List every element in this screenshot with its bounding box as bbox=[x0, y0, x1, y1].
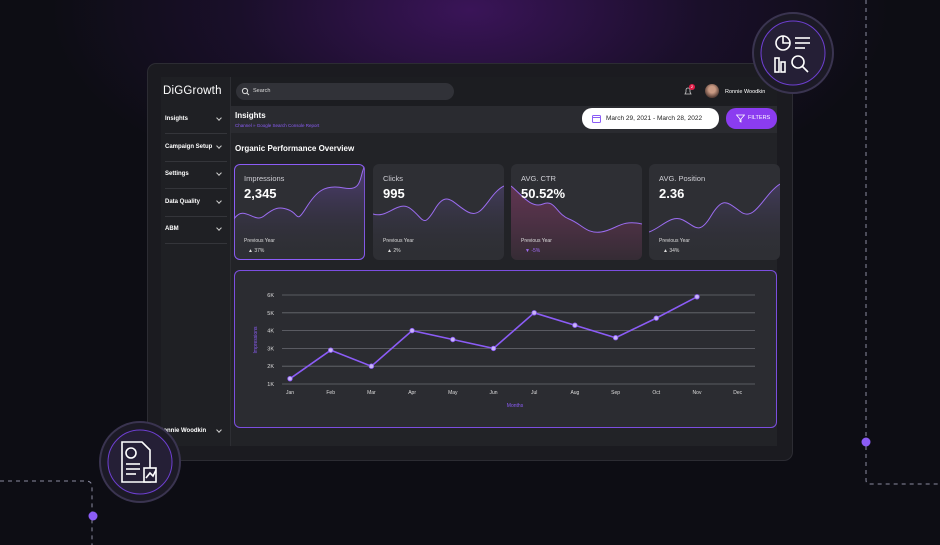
card-label: Clicks bbox=[383, 174, 403, 183]
card-compare: Previous Year bbox=[383, 238, 414, 244]
x-tick-label: Jul bbox=[531, 390, 537, 396]
card-compare: Previous Year bbox=[521, 238, 552, 244]
calendar-icon bbox=[592, 115, 601, 123]
x-tick-label: May bbox=[448, 390, 458, 396]
data-point bbox=[368, 363, 375, 369]
y-tick-label: 2K bbox=[267, 364, 274, 370]
y-tick-label: 6K bbox=[267, 293, 274, 299]
analytics-badge bbox=[752, 12, 834, 94]
sparkline bbox=[649, 183, 780, 260]
avatar[interactable] bbox=[705, 84, 719, 98]
data-point bbox=[490, 345, 497, 352]
data-point bbox=[287, 375, 293, 382]
date-range: March 29, 2021 - March 28, 2022 bbox=[606, 115, 703, 122]
footer-user[interactable]: Ronnie Woodkin bbox=[159, 418, 227, 445]
card-change: ▲ 34% bbox=[663, 248, 680, 254]
data-point bbox=[327, 347, 334, 353]
filters-button[interactable]: FILTERS bbox=[726, 108, 777, 129]
metric-card[interactable]: Clicks 995 Previous Year ▲ 2% bbox=[373, 164, 504, 260]
card-value: 2.36 bbox=[659, 186, 685, 201]
card-label: AVG. CTR bbox=[521, 174, 556, 183]
card-change: ▼ -5% bbox=[525, 248, 541, 254]
x-tick-label: Feb bbox=[326, 390, 335, 396]
card-value: 50.52% bbox=[521, 186, 566, 201]
x-tick-label: Jun bbox=[489, 390, 497, 396]
x-tick-label: Sep bbox=[611, 390, 620, 396]
data-point bbox=[572, 322, 578, 328]
bell-icon[interactable] bbox=[683, 85, 695, 97]
sparkline bbox=[234, 165, 365, 260]
x-tick-label: Oct bbox=[652, 390, 660, 396]
data-point bbox=[409, 327, 415, 334]
nav-item[interactable]: ABM bbox=[165, 216, 227, 244]
card-compare: Previous Year bbox=[244, 238, 275, 244]
nav-item[interactable]: Insights bbox=[165, 106, 227, 134]
search-placeholder: Search bbox=[253, 88, 271, 94]
card-value: 2,345 bbox=[244, 186, 277, 201]
y-tick-label: 3K bbox=[267, 346, 274, 352]
sidebar: DiGGrowth Insights Campaign Setup Settin… bbox=[159, 77, 231, 446]
nav-item[interactable]: Data Quality bbox=[165, 189, 227, 217]
card-label: AVG. Position bbox=[659, 174, 706, 183]
x-tick-label: Dec bbox=[733, 390, 742, 396]
card-compare: Previous Year bbox=[659, 238, 690, 244]
y-tick-label: 1K bbox=[267, 382, 274, 388]
data-point bbox=[450, 336, 456, 343]
sparkline bbox=[373, 185, 504, 260]
card-label: Impressions bbox=[244, 174, 285, 183]
data-point bbox=[531, 310, 537, 316]
x-tick-label: Mar bbox=[367, 390, 376, 396]
search-box[interactable]: Search bbox=[236, 83, 454, 100]
metric-card[interactable]: Impressions 2,345 Previous Year ▲ 37% bbox=[234, 164, 365, 260]
x-tick-label: Jan bbox=[286, 390, 294, 396]
data-point bbox=[653, 315, 659, 321]
date-range-picker[interactable]: March 29, 2021 - March 28, 2022 bbox=[582, 108, 719, 129]
user-name[interactable]: Ronnie Woodkin bbox=[725, 89, 766, 95]
search-icon bbox=[241, 87, 250, 96]
card-change: ▲ 2% bbox=[387, 248, 401, 254]
report-badge bbox=[99, 421, 181, 503]
card-value: 995 bbox=[383, 186, 405, 201]
section-title: Organic Performance Overview bbox=[235, 144, 355, 153]
sparkline bbox=[511, 185, 642, 260]
y-tick-label: 5K bbox=[267, 311, 274, 317]
filter-icon bbox=[736, 114, 745, 123]
notification-badge: 2 bbox=[689, 84, 695, 90]
y-axis-title: Impressions bbox=[253, 326, 259, 353]
page-title: Insights bbox=[235, 111, 266, 120]
metric-card[interactable]: AVG. CTR 50.52% Previous Year ▼ -5% bbox=[511, 164, 642, 260]
data-point bbox=[694, 294, 700, 300]
x-tick-label: Nov bbox=[693, 390, 702, 396]
filters-label: FILTERS bbox=[748, 115, 771, 121]
nav-item[interactable]: Campaign Setup bbox=[165, 134, 227, 162]
x-tick-label: Apr bbox=[408, 390, 416, 396]
breadcrumb[interactable]: Channel » Google Search Console Report bbox=[235, 123, 320, 128]
data-point bbox=[612, 335, 619, 341]
y-tick-label: 4K bbox=[267, 329, 274, 335]
x-tick-label: Aug bbox=[570, 390, 579, 396]
nav-item[interactable]: Settings bbox=[165, 161, 227, 189]
card-change: ▲ 37% bbox=[248, 248, 265, 254]
metric-card[interactable]: AVG. Position 2.36 Previous Year ▲ 34% bbox=[649, 164, 780, 260]
x-axis-title: Months bbox=[507, 403, 524, 409]
brand: DiGGrowth bbox=[163, 85, 222, 97]
line-chart: Impressions Months 1K 2K 3K 4K 5K 6K Jan Feb Mar… bbox=[234, 270, 777, 428]
